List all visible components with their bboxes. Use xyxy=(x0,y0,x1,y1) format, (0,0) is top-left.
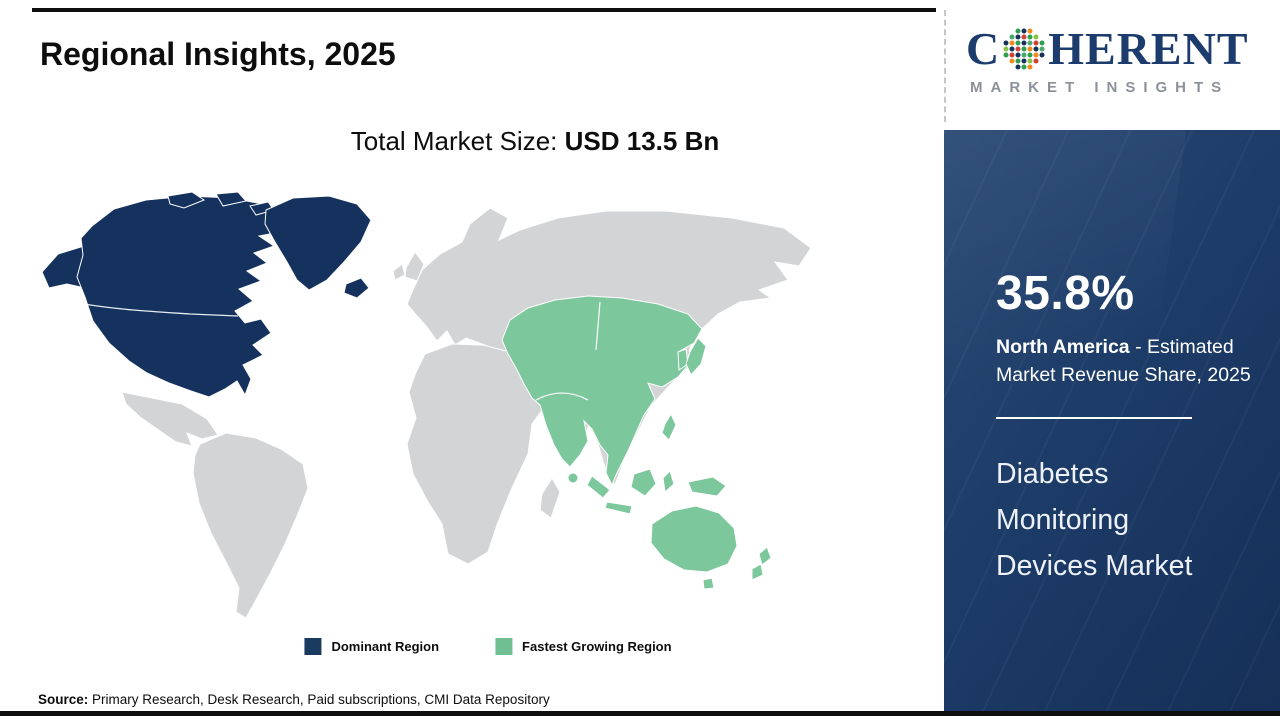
country-greenland xyxy=(264,195,372,291)
source-text: Primary Research, Desk Research, Paid su… xyxy=(92,692,550,707)
map-region-asia-pacific xyxy=(501,295,772,590)
total-market-size-value: USD 13.5 Bn xyxy=(564,126,720,156)
dominant-region-label: Dominant Region xyxy=(331,639,440,654)
island-sumatra xyxy=(586,475,611,499)
country-ireland xyxy=(392,263,406,281)
country-philippines xyxy=(661,412,677,441)
logo-divider-dashed xyxy=(944,10,946,122)
globe-icon xyxy=(1003,28,1045,70)
country-australia xyxy=(650,505,738,573)
brand-logo: C HERENT MARKET INSIGHTS xyxy=(966,26,1272,97)
top-rule xyxy=(32,8,936,12)
country-mexico-central-america xyxy=(121,391,219,447)
legend-item-fastest-growing: Fastest Growing Region xyxy=(495,638,672,655)
island-java xyxy=(604,501,633,515)
country-south-america xyxy=(192,432,309,619)
source-label: Source: xyxy=(38,692,89,707)
new-zealand-south-island xyxy=(751,563,764,581)
dominant-region-swatch xyxy=(304,638,322,655)
share-description-text: - Estimated Market Revenue Share, 2025 xyxy=(996,336,1251,386)
world-map xyxy=(41,192,812,619)
country-sri-lanka xyxy=(567,472,579,484)
island-borneo xyxy=(630,468,657,497)
legend-item-dominant: Dominant Region xyxy=(304,638,439,655)
arctic-island-1 xyxy=(167,192,206,209)
country-madagascar xyxy=(539,477,561,519)
asia-internal-border-hint xyxy=(535,301,601,401)
panel-divider xyxy=(996,417,1192,419)
country-japan xyxy=(685,337,707,376)
highlight-panel-content: 35.8% North America - Estimated Market R… xyxy=(944,130,1280,589)
logo-letters-herent: HERENT xyxy=(1048,23,1249,74)
island-tasmania xyxy=(702,577,715,590)
country-asia-mainland xyxy=(501,295,703,487)
map-legend: Dominant Region Fastest Growing Region xyxy=(304,638,672,655)
total-market-size: Total Market Size: USD 13.5 Bn xyxy=(351,126,719,157)
logo-tagline: MARKET INSIGHTS xyxy=(970,79,1230,96)
total-market-size-label: Total Market Size: xyxy=(350,126,558,156)
island-sulawesi xyxy=(662,470,675,493)
fastest-growing-region-swatch xyxy=(495,638,513,655)
island-new-guinea xyxy=(687,476,727,497)
highlight-panel: 35.8% North America - Estimated Market R… xyxy=(944,130,1280,711)
page-title: Regional Insights, 2025 xyxy=(40,36,396,72)
map-region-north-america xyxy=(41,192,372,398)
bottom-rule xyxy=(0,711,1280,716)
arctic-island-2 xyxy=(215,192,247,207)
new-zealand-north-island xyxy=(758,546,772,566)
fastest-growing-region-label: Fastest Growing Region xyxy=(522,639,672,654)
market-share-value: 35.8% xyxy=(996,267,1135,320)
us-canada-border xyxy=(83,303,239,317)
country-canada-usa xyxy=(76,195,294,398)
logo-wordmark: C HERENT xyxy=(966,26,1272,72)
source-line: Source: Primary Research, Desk Research,… xyxy=(38,692,550,707)
region-name: North America xyxy=(996,336,1130,358)
market-name: Diabetes Monitoring Devices Market xyxy=(996,458,1193,582)
market-share-description: North America - Estimated Market Revenue… xyxy=(996,333,1254,389)
country-iceland xyxy=(343,277,370,299)
logo-letter-c: C xyxy=(966,23,1001,74)
country-united-kingdom xyxy=(404,251,425,282)
